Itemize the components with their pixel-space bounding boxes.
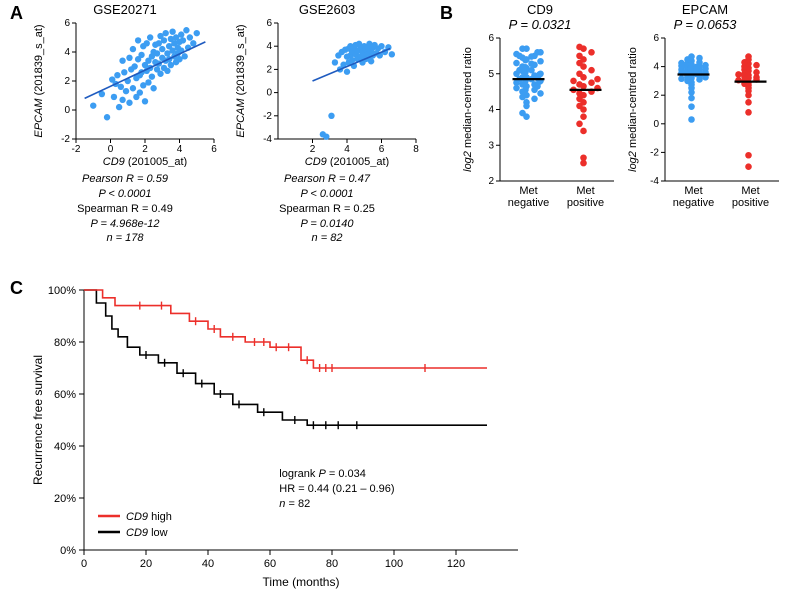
stat-line: P < 0.0001 (30, 187, 220, 202)
svg-text:CD9 high: CD9 high (126, 511, 172, 523)
svg-text:4: 4 (653, 62, 659, 73)
svg-text:EPCAM (201839_s_at): EPCAM (201839_s_at) (235, 24, 247, 137)
svg-text:0%: 0% (60, 545, 76, 557)
stat-line: n = 178 (30, 231, 220, 246)
svg-text:6: 6 (64, 18, 70, 29)
chart-a1-title: GSE20271 (30, 2, 220, 17)
svg-text:CD9 low: CD9 low (126, 527, 168, 539)
svg-text:0: 0 (653, 119, 659, 130)
svg-text:6: 6 (211, 144, 217, 155)
svg-text:100%: 100% (48, 285, 76, 297)
svg-text:-2: -2 (72, 144, 81, 155)
svg-text:4: 4 (488, 105, 494, 116)
panel-c-label: C (10, 278, 23, 299)
chart-b1-title: CD9 (460, 2, 620, 17)
stat-line: n = 82 (232, 231, 422, 246)
panel-a-chart2: GSE2603 2468-4-20246CD9 (201005_at)EPCAM… (232, 2, 422, 246)
svg-text:0: 0 (64, 105, 70, 116)
svg-text:-4: -4 (650, 176, 659, 187)
chart-a2-stats: Pearson R = 0.47 P < 0.0001 Spearman R =… (232, 172, 422, 246)
svg-text:Met: Met (519, 185, 537, 197)
svg-text:20%: 20% (54, 493, 76, 505)
svg-text:positive: positive (732, 197, 769, 209)
svg-text:40%: 40% (54, 441, 76, 453)
svg-text:100: 100 (385, 558, 403, 570)
svg-text:n = 82: n = 82 (279, 498, 310, 510)
svg-text:60%: 60% (54, 389, 76, 401)
svg-text:4: 4 (344, 144, 350, 155)
svg-text:60: 60 (264, 558, 276, 570)
svg-text:positive: positive (567, 197, 604, 209)
svg-text:6: 6 (488, 33, 494, 44)
stat-line: Pearson R = 0.59 (30, 172, 220, 187)
svg-text:6: 6 (266, 18, 272, 29)
svg-text:5: 5 (488, 69, 494, 80)
svg-text:2: 2 (142, 144, 148, 155)
svg-text:40: 40 (202, 558, 214, 570)
stat-line: P < 0.0001 (232, 187, 422, 202)
panel-b-chart1: CD9 P = 0.0321 23456MetnegativeMetpositi… (460, 2, 620, 222)
chart-b2-title: EPCAM (625, 2, 785, 17)
svg-text:2: 2 (310, 144, 316, 155)
svg-text:CD9 (201005_at): CD9 (201005_at) (305, 156, 389, 167)
stat-line: Spearman R = 0.49 (30, 202, 220, 217)
svg-text:3: 3 (488, 140, 494, 151)
svg-text:8: 8 (413, 144, 419, 155)
chart-a2-title: GSE2603 (232, 2, 422, 17)
svg-text:logrank P = 0.034: logrank P = 0.034 (279, 468, 366, 480)
svg-text:80: 80 (326, 558, 338, 570)
stat-line: P = 0.0140 (232, 217, 422, 232)
svg-text:Met: Met (684, 185, 702, 197)
chart-b2-pvalue: P = 0.0653 (625, 17, 785, 32)
svg-text:0: 0 (108, 144, 114, 155)
svg-text:Met: Met (741, 185, 759, 197)
svg-text:log2 median-centred ratio: log2 median-centred ratio (462, 47, 474, 172)
svg-text:HR = 0.44 (0.21 – 0.96): HR = 0.44 (0.21 – 0.96) (279, 483, 394, 495)
svg-text:-2: -2 (650, 147, 659, 158)
svg-text:80%: 80% (54, 337, 76, 349)
svg-text:0: 0 (266, 88, 272, 99)
svg-text:6: 6 (379, 144, 385, 155)
svg-text:log2 median-centred ratio: log2 median-centred ratio (627, 47, 639, 172)
svg-text:-4: -4 (263, 134, 272, 145)
svg-text:CD9 (201005_at): CD9 (201005_at) (103, 156, 187, 167)
svg-text:120: 120 (447, 558, 465, 570)
svg-text:2: 2 (653, 90, 659, 101)
panel-a-chart1: GSE20271 -2 0 2 4 6 -2 0 2 4 6 CD9 (201005_at) EPCA… (30, 2, 220, 246)
chart-a1-stats: Pearson R = 0.59 P < 0.0001 Spearman R =… (30, 172, 220, 246)
svg-text:4: 4 (177, 144, 183, 155)
svg-text:negative: negative (508, 197, 550, 209)
stat-line: Pearson R = 0.47 (232, 172, 422, 187)
svg-text:2: 2 (266, 64, 272, 75)
panel-b-label: B (440, 3, 453, 24)
svg-text:Recurrence free survival: Recurrence free survival (31, 355, 45, 485)
svg-text:-2: -2 (61, 134, 70, 145)
svg-text:4: 4 (64, 47, 70, 58)
svg-text:2: 2 (64, 76, 70, 87)
svg-text:6: 6 (653, 33, 659, 44)
svg-text:Time (months): Time (months) (263, 575, 340, 589)
svg-text:EPCAM (201839_s_at): EPCAM (201839_s_at) (33, 24, 45, 137)
panel-b-chart2: EPCAM P = 0.0653 -4-20246MetnegativeMetp… (625, 2, 785, 222)
stat-line: Spearman R = 0.25 (232, 202, 422, 217)
stat-line: P = 4.968e-12 (30, 217, 220, 232)
chart-b1-pvalue: P = 0.0321 (460, 17, 620, 32)
svg-text:2: 2 (488, 176, 494, 187)
svg-text:20: 20 (140, 558, 152, 570)
svg-text:4: 4 (266, 41, 272, 52)
svg-text:negative: negative (673, 197, 715, 209)
svg-text:-2: -2 (263, 111, 272, 122)
svg-text:Met: Met (576, 185, 594, 197)
panel-a-label: A (10, 3, 23, 24)
panel-c-chart: 0 20 40 60 80 100 120 0% 20% 40% 60% 80% 100% Time (m… (28, 280, 528, 595)
svg-text:0: 0 (81, 558, 87, 570)
